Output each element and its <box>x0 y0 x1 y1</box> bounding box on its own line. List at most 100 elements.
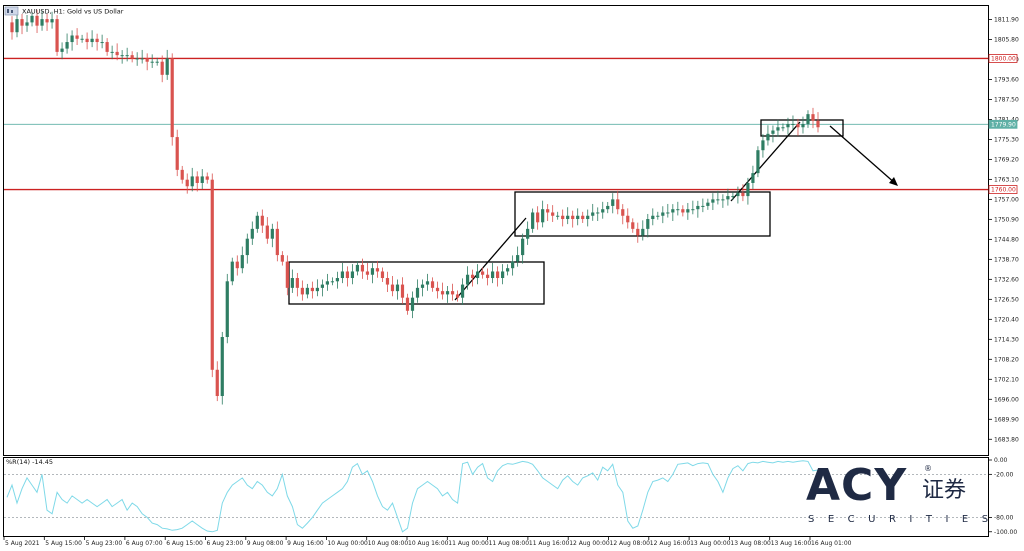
candle-body <box>661 212 665 216</box>
range-box-3[interactable] <box>760 119 844 137</box>
candle-body <box>756 150 760 174</box>
candle-body <box>601 209 605 213</box>
candle-body <box>125 55 129 57</box>
candle-body <box>55 19 59 52</box>
candle-body <box>711 199 715 203</box>
candle-body <box>551 212 555 216</box>
candle-body <box>816 120 820 128</box>
chart-title-text: XAUUSD, H1: Gold vs US Dollar <box>22 8 124 16</box>
candle-body <box>50 19 54 23</box>
indicator-tick-label: -80.00 <box>994 514 1014 521</box>
candle-body <box>516 255 520 262</box>
time-tick-label: 10 Aug 08:00 <box>368 540 409 547</box>
candle-body <box>691 209 695 211</box>
candle-body <box>240 255 244 269</box>
time-tick-label: 10 Aug 00:00 <box>327 540 368 547</box>
time-tick-label: 12 Aug 08:00 <box>610 540 651 547</box>
candle-body <box>771 130 775 134</box>
candle-body <box>470 274 475 279</box>
candle-body <box>541 209 545 223</box>
candle-body <box>205 176 209 180</box>
candle-body <box>656 215 660 217</box>
candle-body <box>641 228 645 236</box>
trend-line-2[interactable] <box>730 121 801 202</box>
candle-body <box>340 271 345 279</box>
price-tick-label: 1775.30 <box>994 136 1019 143</box>
candle-body <box>95 38 99 43</box>
time-axis[interactable]: 5 Aug 2021 5 Aug 15:00 5 Aug 23:00 6 Aug 07… <box>3 537 852 547</box>
candle-body <box>731 196 735 198</box>
candle-body <box>751 173 755 183</box>
candle-body <box>536 212 540 223</box>
indicator-tick-label: -20.00 <box>994 471 1014 478</box>
candle-body <box>370 268 375 275</box>
candle-body <box>506 268 510 272</box>
candle-body <box>20 19 24 26</box>
price-tick-label: 1787.50 <box>994 96 1019 103</box>
candle-body <box>791 123 795 125</box>
candle-body <box>220 337 224 397</box>
candle-body <box>786 123 790 128</box>
broker-logo: ACY ® 证券 SECURITIES <box>800 462 990 532</box>
candle-body <box>290 278 294 288</box>
candle-body <box>666 212 670 214</box>
indicator-tick-label: -100.00 <box>994 529 1017 536</box>
time-tick-label: 6 Aug 07:00 <box>126 540 163 547</box>
candle-body <box>716 199 720 201</box>
candle-body <box>355 264 360 272</box>
range-box-1[interactable] <box>288 261 545 305</box>
price-tick-label: 1811.90 <box>994 16 1019 23</box>
candle-body <box>235 261 239 269</box>
candle-body <box>85 38 89 43</box>
price-tags: 1800.00 1779.90 1760.00 <box>988 54 1018 194</box>
candle-body <box>45 19 49 23</box>
chart-window-icon-bar <box>7 9 9 13</box>
candle-body <box>380 271 385 279</box>
candle-body <box>315 287 319 292</box>
candle-body <box>455 294 460 298</box>
candle-body <box>100 42 104 44</box>
candle-body <box>345 271 350 279</box>
price-tag <box>988 54 1018 63</box>
candle-body <box>310 287 314 292</box>
price-scale[interactable]: 1811.901805.801799.701793.601787.501781.… <box>988 16 1019 443</box>
price-tick-label: 1720.40 <box>994 316 1019 323</box>
candle-body <box>120 55 124 57</box>
candle-body <box>75 35 79 39</box>
price-tag-label: 1800.00 <box>991 55 1016 62</box>
drawing-objects[interactable] <box>288 119 898 305</box>
candle-body <box>405 297 410 311</box>
candle-body <box>90 38 94 43</box>
candle-body <box>180 169 184 180</box>
candle-body <box>636 228 640 236</box>
candle-body <box>511 261 515 269</box>
forecast-arrow[interactable] <box>829 125 897 185</box>
candle-body <box>435 287 440 292</box>
trend-line-1[interactable] <box>454 217 527 301</box>
candle-body <box>571 215 575 220</box>
candle-body <box>556 215 560 217</box>
candle-body <box>305 287 309 295</box>
candle-body <box>395 284 400 292</box>
candle-body <box>130 55 134 59</box>
candle-body <box>726 196 730 200</box>
logo-registered-mark: ® <box>924 464 932 473</box>
candle-body <box>160 61 164 75</box>
time-tick-label: 12 Aug 00:00 <box>569 540 610 547</box>
candle-body <box>360 264 365 272</box>
candle-body <box>485 274 490 279</box>
candle-body <box>230 261 234 282</box>
candle-body <box>140 58 144 60</box>
candle-body <box>115 51 119 56</box>
candle-body <box>295 278 299 288</box>
candle-body <box>65 42 69 49</box>
candle-body <box>616 199 620 210</box>
time-tick-label: 11 Aug 16:00 <box>529 540 570 547</box>
time-tick-label: 10 Aug 16:00 <box>408 540 449 547</box>
price-tick-label: 1793.60 <box>994 76 1019 83</box>
candle-body <box>801 123 805 128</box>
candle-body <box>465 274 470 285</box>
candle-body <box>10 22 14 33</box>
